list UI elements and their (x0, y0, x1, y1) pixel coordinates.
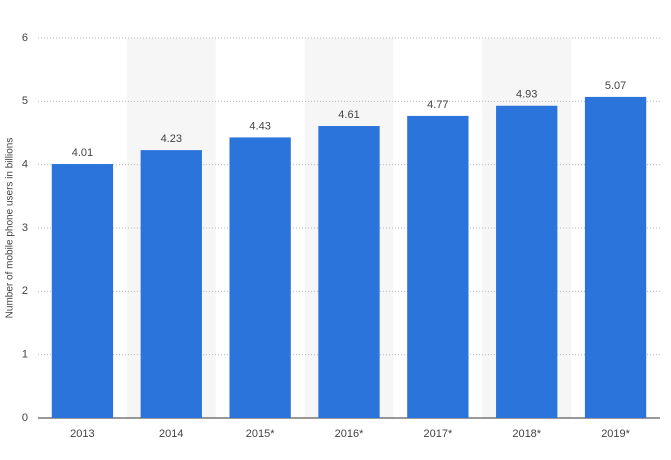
data-label: 4.01 (72, 147, 93, 159)
y-tick-label: 3 (22, 222, 28, 234)
y-tick-label: 2 (22, 285, 28, 297)
y-tick-label: 1 (22, 349, 28, 361)
y-tick-label: 6 (22, 32, 28, 44)
data-label: 4.77 (427, 99, 448, 111)
x-tick-label: 2018* (512, 428, 541, 440)
data-label: 5.07 (605, 80, 626, 92)
x-tick-label: 2013 (70, 428, 94, 440)
data-label: 4.61 (338, 109, 359, 121)
bar (140, 150, 202, 418)
data-label: 4.93 (516, 89, 537, 101)
y-axis-label: Number of mobile phone users in billions (5, 138, 16, 319)
x-tick-label: 2014 (159, 428, 183, 440)
bar (407, 115, 469, 419)
y-tick-label: 5 (22, 95, 28, 107)
data-label: 4.43 (249, 120, 270, 132)
x-tick-label: 2017* (423, 428, 452, 440)
y-tick-label: 0 (22, 412, 28, 424)
x-tick-label: 2016* (335, 428, 364, 440)
data-label: 4.23 (161, 133, 182, 145)
bar (584, 96, 647, 419)
bar (229, 137, 291, 418)
bar (318, 126, 380, 419)
bar (496, 105, 558, 419)
x-tick-label: 2015* (246, 428, 275, 440)
bar (51, 164, 114, 418)
y-tick-label: 4 (22, 159, 28, 171)
x-tick-label: 2019* (601, 428, 630, 440)
